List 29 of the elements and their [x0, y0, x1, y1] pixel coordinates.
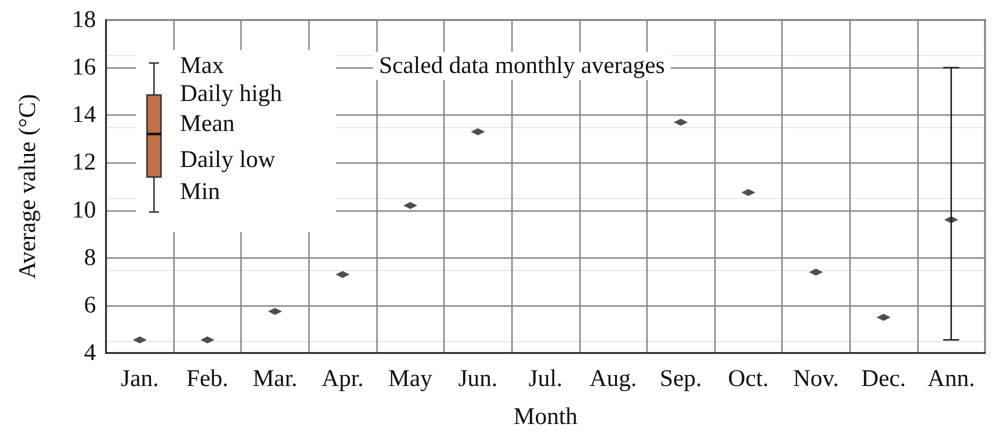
y-tick-label: 6 [84, 292, 96, 318]
y-tick-label: 12 [72, 150, 96, 176]
x-tick-label: May [388, 366, 432, 392]
x-tick-label: Dec. [861, 366, 906, 392]
y-tick-label: 14 [72, 102, 96, 128]
x-tick-label: Aug. [589, 366, 637, 392]
y-axis-title: Average value (°C) [15, 94, 41, 280]
x-tick-label: Oct. [728, 366, 769, 392]
x-tick-label: Nov. [793, 366, 839, 392]
y-tick-label: 16 [72, 54, 96, 81]
x-tick-label: Jun. [458, 366, 498, 392]
annotation: Daily low [180, 146, 276, 174]
x-tick-label: Ann. [928, 366, 975, 392]
y-tick-label: 18 [72, 7, 96, 33]
x-tick-label: Jul. [528, 366, 563, 392]
x-axis-title: Month [513, 404, 578, 430]
annotation: Max [180, 52, 224, 80]
x-tick-label: Sep. [660, 366, 702, 392]
x-tick-label: Mar. [252, 366, 298, 392]
y-tick-label: 10 [72, 197, 96, 224]
x-tick-label: Apr. [322, 366, 364, 392]
x-tick-label: Feb. [186, 366, 228, 392]
text: Scaled data monthly averages [379, 53, 665, 79]
annotation: Daily high [180, 80, 282, 108]
x-tick-label: Jan. [120, 366, 159, 392]
y-tick-label: 8 [84, 244, 96, 271]
y-tick-label: 4 [84, 340, 96, 366]
annotation: Min [180, 178, 220, 206]
annotation: Mean [180, 110, 235, 138]
